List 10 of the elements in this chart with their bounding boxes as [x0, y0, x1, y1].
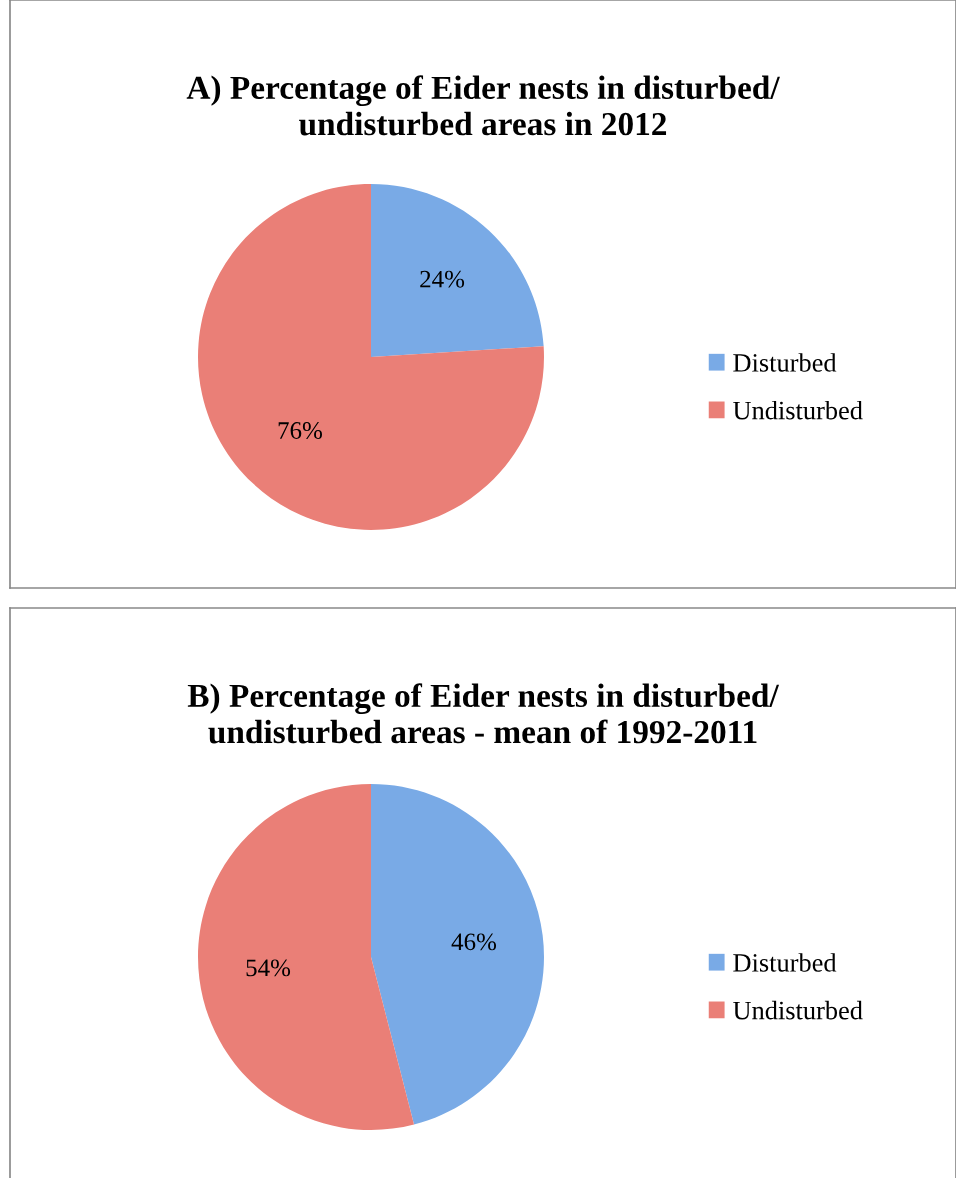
chart-title: B) Percentage of Eider nests in disturbed/ undisturbed areas - mean of 1992-2011	[187, 683, 780, 744]
data-label: 76%	[278, 422, 322, 440]
chart-title: A) Percentage of Eider nests in disturbed/ undisturbed areas in 2012	[186, 75, 780, 136]
data-label: 54%	[246, 959, 291, 977]
legend-label: Undisturbed	[733, 400, 863, 420]
legend-label: Disturbed	[733, 353, 837, 372]
data-label: 24%	[420, 270, 465, 288]
data-label: 46%	[451, 933, 497, 951]
legend-label: Undisturbed	[733, 1000, 863, 1020]
legend-label: Disturbed	[733, 953, 837, 972]
